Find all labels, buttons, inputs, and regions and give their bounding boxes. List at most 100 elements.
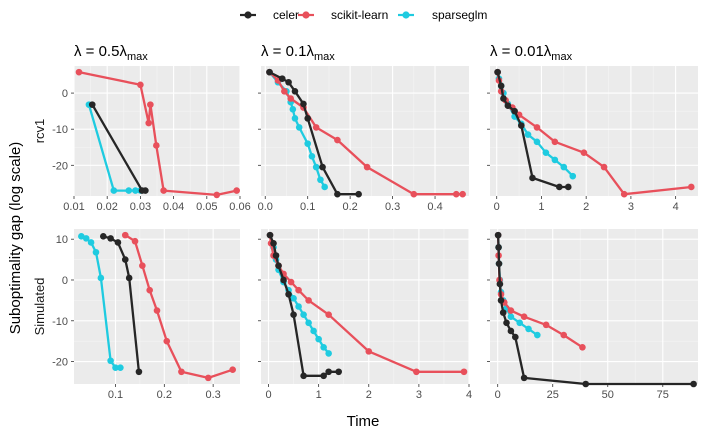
legend-item-celer: celer: [240, 8, 299, 22]
data-point-celer: [291, 87, 299, 95]
data-point-scikit-learn: [580, 149, 588, 156]
data-point-celer: [494, 68, 501, 76]
data-point-scikit-learn: [410, 190, 418, 198]
data-point-scikit-learn: [459, 190, 466, 198]
x-tick-label: 0.1: [300, 201, 315, 213]
data-point-sparseglm: [107, 357, 114, 365]
data-point-sparseglm: [87, 239, 95, 246]
data-point-scikit-learn: [520, 313, 528, 320]
data-point-sparseglm: [325, 350, 332, 357]
data-point-scikit-learn: [137, 81, 144, 89]
data-point-scikit-learn: [363, 163, 371, 171]
data-point-scikit-learn: [287, 95, 295, 102]
x-tick-label: 0.06: [229, 201, 250, 213]
data-point-sparseglm: [300, 311, 307, 318]
data-point-celer: [300, 100, 307, 108]
data-point-celer: [504, 102, 512, 110]
data-point-scikit-learn: [145, 119, 152, 127]
data-point-sparseglm: [112, 364, 119, 371]
title-subscript: max: [551, 51, 572, 63]
data-point-sparseglm: [295, 124, 303, 131]
data-point-celer: [142, 187, 149, 194]
panel-background: [74, 229, 240, 384]
data-point-scikit-learn: [295, 286, 302, 294]
data-point-celer: [556, 183, 563, 191]
series-celer: [99, 233, 143, 376]
data-point-sparseglm: [542, 149, 550, 156]
data-point-celer: [511, 107, 518, 115]
data-point-celer: [285, 290, 292, 298]
row-strip-label-2: Simulated: [32, 278, 47, 336]
data-point-celer: [499, 309, 507, 316]
title-main: λ = 0.1λ: [261, 43, 314, 60]
x-tick-label: 3: [416, 389, 422, 401]
data-point-sparseglm: [569, 172, 577, 180]
data-point-sparseglm: [304, 140, 311, 147]
data-point-celer: [285, 78, 292, 86]
data-point-sparseglm: [97, 274, 105, 282]
legend-label: sparseglm: [432, 8, 487, 22]
data-point-sparseglm: [308, 152, 316, 160]
x-tick-label: 1: [316, 389, 322, 401]
x-tick-label: 25: [547, 389, 559, 401]
data-point-celer: [497, 82, 505, 90]
y-tick-label: -10: [52, 316, 68, 328]
data-point-celer: [266, 68, 273, 76]
data-point-celer: [114, 239, 122, 246]
panel-rcv1-col3: 0 1 2 3 4: [487, 66, 698, 213]
series-scikit-learn: [75, 68, 240, 199]
legend-key-dot: [302, 11, 310, 19]
data-point-celer: [529, 174, 536, 182]
data-point-sparseglm: [320, 343, 327, 351]
legend: celer scikit-learn sparseglm: [240, 8, 487, 22]
y-tick-label: 10: [56, 234, 68, 246]
data-point-scikit-learn: [325, 311, 332, 318]
panel-simulated-col3: 0 25 50 75: [487, 229, 698, 401]
data-point-celer: [304, 115, 311, 122]
data-point-sparseglm: [524, 131, 532, 138]
data-point-scikit-learn: [153, 142, 160, 149]
data-point-scikit-learn: [146, 286, 153, 294]
data-point-sparseglm: [516, 319, 524, 327]
data-point-celer: [495, 244, 502, 251]
data-point-celer: [266, 231, 274, 239]
data-point-sparseglm: [305, 319, 312, 327]
data-point-celer: [280, 276, 287, 284]
data-point-sparseglm: [533, 138, 541, 146]
series-scikit-learn: [121, 231, 236, 382]
column-titles: λ = 0.5λmax λ = 0.1λmax λ = 0.01λmax: [74, 43, 573, 63]
column-title-1: λ = 0.5λmax: [74, 43, 148, 63]
row-strips: rcv1 Simulated: [32, 119, 47, 336]
legend-label: scikit-learn: [331, 8, 388, 22]
column-title-2: λ = 0.1λmax: [261, 43, 335, 63]
legend-label: celer: [273, 8, 299, 22]
x-tick-label: 0.3: [385, 201, 400, 213]
x-tick-label: 0.02: [96, 201, 117, 213]
data-point-celer: [520, 374, 528, 382]
panel-simulated-col1: 0.1 0.2 0.3 10 0 -10 -20: [52, 229, 240, 401]
data-point-celer: [335, 368, 342, 376]
data-point-celer: [507, 327, 515, 335]
panel-rcv1-col2: 0.0 0.1 0.2 0.3 0.4: [258, 66, 469, 213]
data-point-scikit-learn: [687, 183, 695, 191]
data-point-scikit-learn: [153, 307, 161, 314]
panel-simulated-col2: 0 1 2 3 4: [258, 229, 472, 401]
x-tick-label: 2: [366, 389, 372, 401]
x-tick-label: 4: [466, 389, 472, 401]
data-point-celer: [300, 372, 307, 380]
series-celer: [266, 68, 362, 198]
x-tick-label: 75: [657, 389, 669, 401]
data-point-celer: [135, 368, 143, 376]
data-point-celer: [99, 233, 107, 240]
data-point-scikit-learn: [312, 124, 320, 131]
data-point-celer: [121, 256, 129, 263]
legend-key-dot: [244, 11, 252, 19]
x-tick-label: 0.05: [196, 201, 217, 213]
x-tick-label: 0: [494, 201, 500, 213]
data-point-celer: [290, 311, 297, 318]
data-point-scikit-learn: [507, 307, 515, 314]
data-point-scikit-learn: [560, 331, 568, 339]
data-point-scikit-learn: [452, 190, 460, 198]
data-point-celer: [107, 235, 114, 242]
